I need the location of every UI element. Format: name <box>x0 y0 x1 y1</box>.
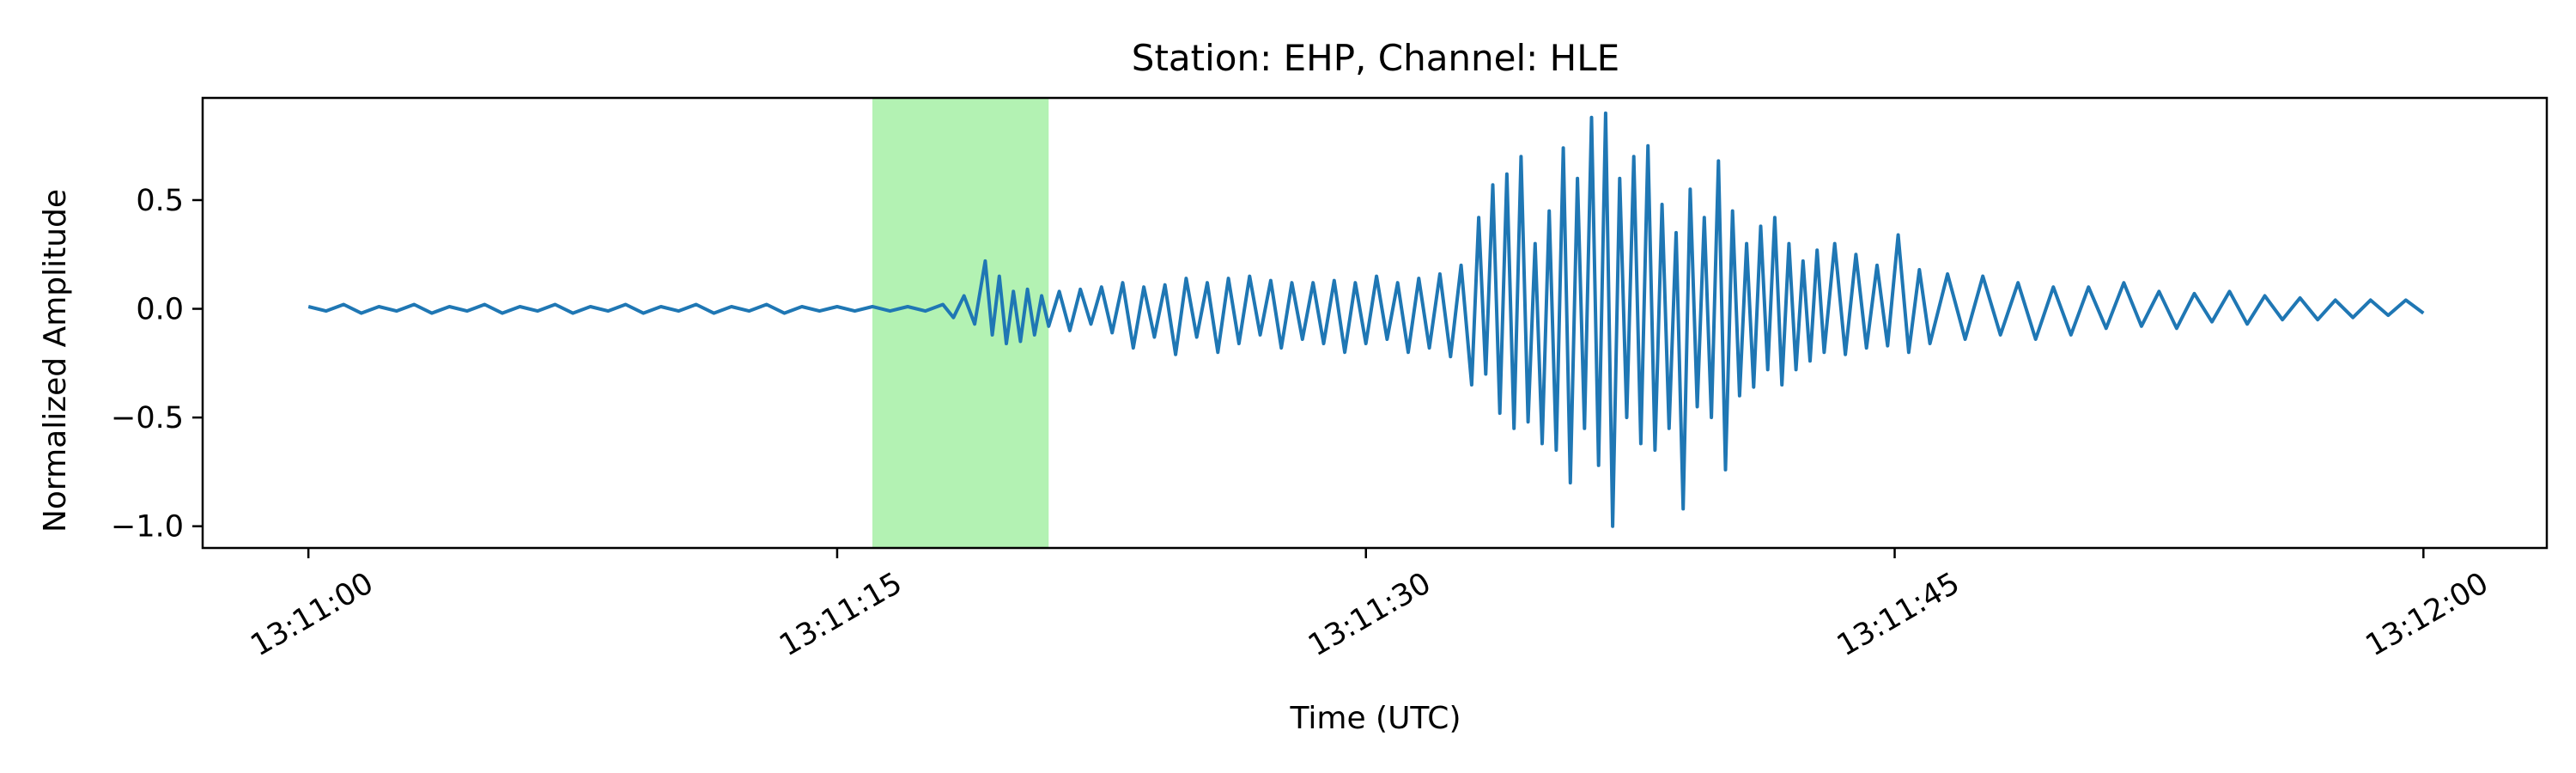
y-axis-label: Normalized Amplitude <box>38 189 73 533</box>
x-axis-label: Time (UTC) <box>1289 701 1461 736</box>
x-tick-label: 13:12:00 <box>2360 566 2494 663</box>
y-axis-ticks: 0.5 0.0 −0.5 −1.0 <box>111 184 203 545</box>
x-axis-ticks: 13:11:00 13:11:15 13:11:30 13:11:45 13:12:00 <box>246 548 2494 663</box>
trace-layer <box>307 111 2425 528</box>
x-tick-label: 13:11:00 <box>246 566 380 663</box>
y-tick-label: −1.0 <box>111 510 184 545</box>
y-tick-label: 0.0 <box>136 293 184 327</box>
x-tick-label: 13:11:15 <box>774 566 908 663</box>
chart-title: Station: EHP, Channel: HLE <box>1132 37 1619 79</box>
x-tick-label: 13:11:30 <box>1303 566 1437 663</box>
y-tick-label: 0.5 <box>136 184 184 218</box>
series-trace-0 <box>307 111 2425 528</box>
y-tick-label: −0.5 <box>111 401 184 435</box>
x-tick-label: 13:11:45 <box>1832 566 1965 663</box>
plot-frame <box>201 96 2549 550</box>
